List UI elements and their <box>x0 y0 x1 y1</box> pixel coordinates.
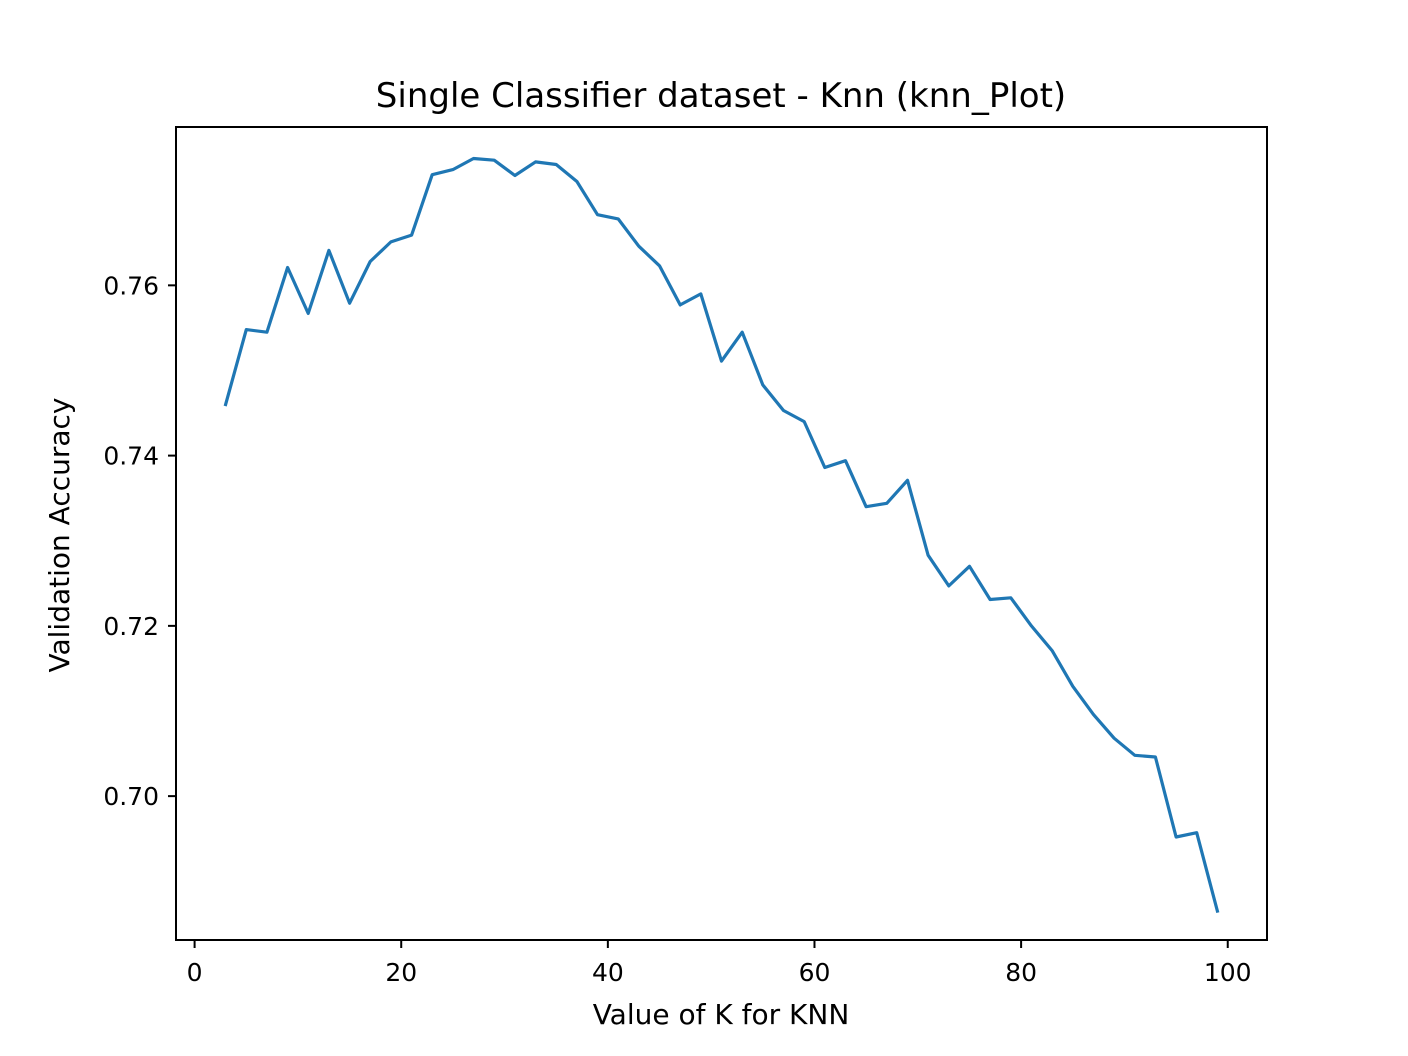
y-tick-label: 0.76 <box>103 271 159 300</box>
x-tick-label: 20 <box>385 958 417 987</box>
x-tick-label: 40 <box>592 958 624 987</box>
y-tick-label: 0.72 <box>103 612 159 641</box>
y-axis-label: Validation Accuracy <box>43 398 76 673</box>
x-axis-ticks: 0 20 40 60 80 100 <box>187 940 1252 987</box>
y-tick-label: 0.70 <box>103 782 159 811</box>
x-tick-label: 100 <box>1204 958 1252 987</box>
x-tick-label: 0 <box>187 958 203 987</box>
y-tick-label: 0.74 <box>103 442 159 471</box>
x-tick-label: 80 <box>1005 958 1037 987</box>
x-tick-label: 60 <box>799 958 831 987</box>
plot-frame <box>175 126 1268 941</box>
series-layer <box>223 156 1220 914</box>
chart-title: Single Classifier dataset - Knn (knn_Plo… <box>376 76 1066 116</box>
series-line <box>223 156 1220 914</box>
y-axis-ticks: 0.70 0.72 0.74 0.76 <box>103 271 176 811</box>
x-axis-label: Value of K for KNN <box>593 998 850 1031</box>
